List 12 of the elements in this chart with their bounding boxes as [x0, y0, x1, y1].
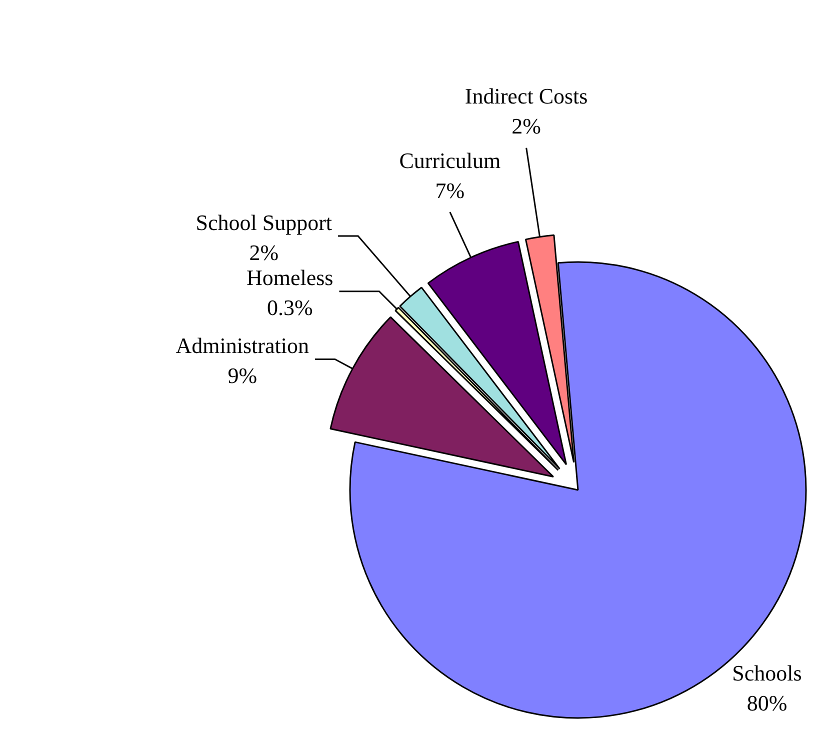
data-label: 2% — [512, 114, 541, 139]
slice-label: Homeless — [246, 265, 334, 290]
data-label: 9% — [228, 362, 258, 388]
slice-label: School Support — [196, 210, 332, 235]
slice-label: Schools — [732, 660, 802, 686]
slice-label: Curriculum — [399, 148, 501, 173]
data-label: 80% — [746, 690, 788, 716]
slice-label: Administration — [176, 332, 309, 358]
data-label: 0.3% — [266, 295, 313, 320]
slice-label: Indirect Costs — [464, 84, 588, 109]
data-label: 7% — [435, 178, 465, 203]
data-label: 2% — [249, 240, 279, 265]
